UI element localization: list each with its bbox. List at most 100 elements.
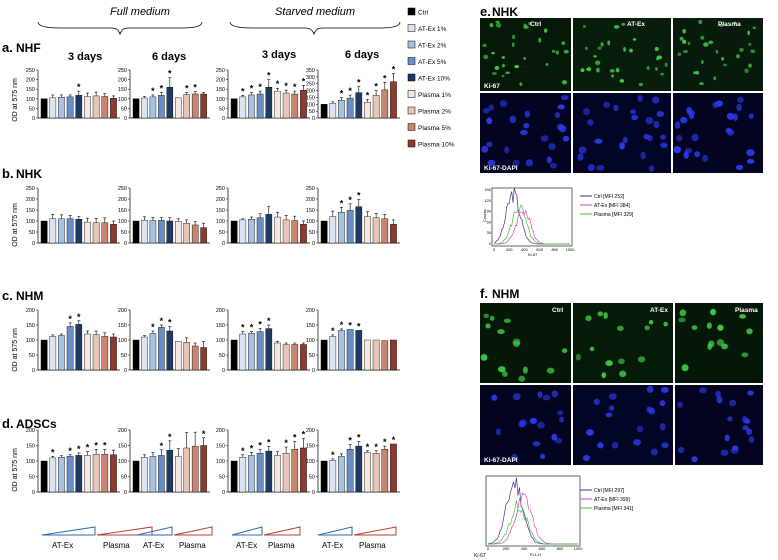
y-tick-label: 0 — [124, 116, 127, 122]
y-tick-label: 150 — [26, 323, 35, 329]
y-tick-label: 200 — [118, 428, 127, 434]
cell-nucleus — [525, 159, 533, 167]
bar — [230, 339, 238, 371]
full-medium-header: Full medium — [110, 6, 170, 18]
bar — [110, 224, 117, 244]
y-tick-label: 250 — [26, 186, 35, 192]
bar — [110, 98, 117, 119]
significance-star: * — [77, 312, 81, 322]
cell-nucleus — [557, 104, 565, 110]
bar — [256, 93, 264, 119]
cell-nucleus — [529, 417, 538, 424]
y-tick-label: 0 — [312, 368, 315, 374]
bar — [291, 93, 299, 119]
cell-nucleus — [551, 49, 556, 53]
micro-e-dapi-atex — [573, 93, 671, 173]
day-label-a-starved-3: 3 days — [262, 49, 296, 61]
bar — [110, 336, 117, 371]
y-tick-label: 200 — [26, 428, 35, 434]
cell-nucleus — [739, 314, 747, 319]
significance-star: * — [258, 82, 262, 92]
cell-nucleus — [504, 146, 510, 154]
cell-nucleus — [648, 165, 655, 172]
cell-nucleus — [724, 434, 730, 442]
cell-nucleus — [720, 449, 729, 456]
cell-nucleus — [608, 393, 617, 400]
legend-swatch — [407, 90, 416, 98]
y-tick-label: 0 — [222, 490, 225, 496]
micro-e-row2-label: Ki-67-DAPI — [484, 165, 518, 172]
cell-nucleus — [748, 436, 755, 443]
bar — [291, 220, 299, 244]
significance-star: * — [348, 321, 352, 331]
hist-y-tick-label: 90 — [487, 209, 492, 214]
cell-nucleus — [683, 151, 689, 159]
y-tick-label: 50 — [219, 475, 225, 481]
y-tick-label: 100 — [118, 219, 127, 225]
bar — [320, 220, 328, 244]
cell-nucleus — [730, 447, 739, 454]
significance-star: * — [348, 86, 352, 96]
significance-star: * — [241, 323, 245, 333]
bar — [183, 447, 190, 493]
starved-medium-header: Starved medium — [275, 6, 355, 18]
legend-label: AT-Ex 10% — [418, 76, 450, 83]
bar — [132, 460, 140, 493]
y-tick-label: 200 — [306, 308, 315, 314]
legend-item: AT-Ex 1% — [407, 24, 447, 33]
cell-nucleus — [719, 24, 724, 27]
bar — [320, 460, 328, 493]
cell-nucleus — [482, 107, 490, 114]
cell-nucleus — [495, 20, 500, 24]
cell-nucleus — [732, 113, 738, 121]
cell-nucleus — [593, 398, 600, 406]
significance-star: * — [284, 438, 288, 448]
cell-nucleus — [622, 136, 628, 144]
cell-nucleus — [637, 94, 643, 102]
y-tick-label: 150 — [118, 444, 127, 450]
group-label-plasma-2: Plasma — [179, 541, 206, 550]
chart-b-2: 0 50 100 150 200 250 — [216, 186, 310, 247]
legend-label: AT-Ex 1% — [418, 26, 447, 33]
y-tick-label: 0 — [32, 241, 35, 247]
cell-nucleus — [548, 143, 556, 150]
legend-swatch — [407, 106, 416, 115]
micro-f-dapi-atex — [573, 385, 673, 465]
hist-legend-label: Ctrl [MFI 297] — [594, 488, 625, 494]
micro-f-label-atex: AT-Ex — [650, 307, 668, 314]
cell-nucleus — [602, 101, 611, 109]
bar — [58, 97, 65, 119]
bar — [256, 453, 264, 493]
cell-nucleus — [558, 125, 567, 133]
bar — [282, 92, 290, 119]
bar — [248, 219, 255, 244]
y-tick-label: 200 — [26, 197, 35, 203]
significance-star: * — [103, 441, 107, 451]
bar — [149, 96, 157, 119]
hist-tick-label: 800 — [557, 546, 564, 551]
bar — [300, 224, 307, 244]
y-tick-label: 100 — [26, 219, 35, 225]
cell-nucleus — [715, 49, 719, 54]
bar — [84, 96, 91, 119]
cell-nucleus — [721, 343, 728, 350]
cell-nucleus — [546, 156, 552, 164]
bar — [183, 94, 190, 119]
cell-nucleus — [682, 28, 686, 34]
significance-star: * — [168, 432, 172, 442]
cell-nucleus — [678, 317, 686, 323]
bar — [84, 221, 91, 244]
cell-nucleus — [587, 164, 596, 172]
cell-nucleus — [693, 71, 698, 75]
cell-nucleus — [656, 57, 659, 61]
cell-nucleus — [580, 68, 585, 73]
significance-star: * — [293, 82, 297, 92]
bar — [355, 445, 363, 493]
cell-nucleus — [710, 308, 717, 316]
significance-star: * — [151, 322, 155, 332]
bar — [58, 457, 65, 493]
y-tick-label: 0 — [32, 490, 35, 496]
legend-swatch — [407, 123, 416, 131]
hist-legend-label: AT-Ex [MFI 399] — [594, 497, 630, 503]
